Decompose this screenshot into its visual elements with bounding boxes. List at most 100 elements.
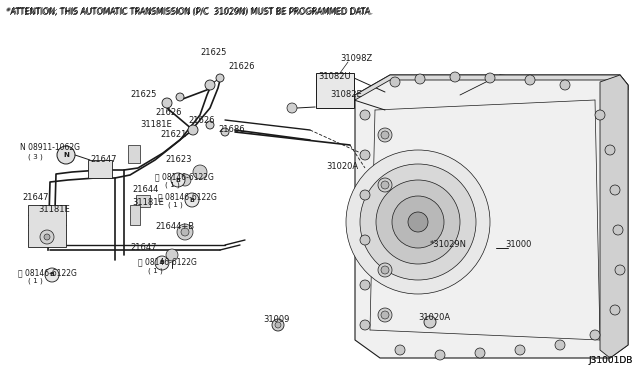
Text: B: B (159, 260, 164, 266)
Text: J31001DB: J31001DB (589, 356, 633, 365)
Circle shape (205, 80, 215, 90)
Text: 31082E: 31082E (330, 90, 362, 99)
Text: 21644+B: 21644+B (155, 222, 194, 231)
Text: *ATTENTION; THIS AUTOMATIC TRANSMISSION (P/C  31029N) MUST BE PROGRAMMED DATA.: *ATTENTION; THIS AUTOMATIC TRANSMISSION … (6, 8, 372, 17)
Circle shape (275, 322, 281, 328)
Text: Ⓑ 08146-6122G: Ⓑ 08146-6122G (158, 192, 217, 201)
Circle shape (360, 164, 476, 280)
Text: 31181E: 31181E (140, 120, 172, 129)
Circle shape (392, 196, 444, 248)
Text: 21647: 21647 (130, 243, 157, 252)
Circle shape (360, 110, 370, 120)
Circle shape (162, 98, 172, 108)
Text: 21625: 21625 (200, 48, 227, 57)
Circle shape (378, 178, 392, 192)
Circle shape (287, 103, 297, 113)
Circle shape (395, 345, 405, 355)
Circle shape (610, 185, 620, 195)
Text: 21625: 21625 (130, 90, 156, 99)
Circle shape (381, 131, 389, 139)
Circle shape (176, 93, 184, 101)
Circle shape (188, 125, 198, 135)
Circle shape (424, 316, 436, 328)
Text: 21621: 21621 (160, 130, 186, 139)
Circle shape (555, 340, 565, 350)
Circle shape (610, 305, 620, 315)
Circle shape (44, 234, 50, 240)
Text: 21647: 21647 (22, 193, 49, 202)
Text: ( 1 ): ( 1 ) (165, 182, 180, 189)
Text: 21647: 21647 (90, 155, 116, 164)
Circle shape (40, 230, 54, 244)
Circle shape (360, 190, 370, 200)
Polygon shape (355, 75, 628, 100)
Circle shape (177, 224, 193, 240)
Circle shape (166, 249, 178, 261)
Text: 31009: 31009 (263, 315, 289, 324)
Circle shape (181, 228, 189, 236)
Circle shape (435, 350, 445, 360)
Text: Ⓑ 08146-6122G: Ⓑ 08146-6122G (155, 172, 214, 181)
Circle shape (450, 72, 460, 82)
Circle shape (272, 319, 284, 331)
Bar (316, 73, 354, 108)
Circle shape (360, 280, 370, 290)
Circle shape (605, 145, 615, 155)
Text: 21623: 21623 (165, 155, 191, 164)
Circle shape (381, 311, 389, 319)
Circle shape (525, 75, 535, 85)
Text: B: B (49, 273, 54, 278)
Text: Ⓑ 08146-6122G: Ⓑ 08146-6122G (138, 257, 197, 266)
Circle shape (590, 330, 600, 340)
Circle shape (515, 345, 525, 355)
Text: ( 1 ): ( 1 ) (168, 202, 183, 208)
Circle shape (415, 74, 425, 84)
Circle shape (185, 193, 199, 207)
Circle shape (360, 320, 370, 330)
Circle shape (485, 73, 495, 83)
Circle shape (171, 173, 185, 187)
Circle shape (376, 180, 460, 264)
Circle shape (216, 74, 224, 82)
Circle shape (381, 266, 389, 274)
Text: 31098Z: 31098Z (340, 54, 372, 63)
Text: 21644: 21644 (132, 185, 158, 194)
Text: B: B (175, 177, 180, 183)
Polygon shape (355, 75, 628, 358)
Text: 31020A: 31020A (418, 313, 450, 322)
Circle shape (560, 80, 570, 90)
Bar (128, 145, 140, 163)
Circle shape (378, 263, 392, 277)
Circle shape (346, 150, 490, 294)
Circle shape (45, 268, 59, 282)
Circle shape (193, 165, 207, 179)
Circle shape (179, 174, 191, 186)
Text: Ⓑ 08146-6122G: Ⓑ 08146-6122G (18, 268, 77, 277)
Text: N 08911-1062G: N 08911-1062G (20, 143, 80, 152)
Text: ( 3 ): ( 3 ) (28, 153, 43, 160)
Text: *ATTENTION; THIS AUTOMATIC TRANSMISSION (P/C  31029N) MUST BE PROGRAMMED DATA.: *ATTENTION; THIS AUTOMATIC TRANSMISSION … (7, 7, 373, 16)
Circle shape (57, 146, 75, 164)
Text: 21626: 21626 (155, 108, 182, 117)
Text: 31020A: 31020A (326, 162, 358, 171)
Circle shape (390, 77, 400, 87)
Bar (136, 195, 150, 207)
Text: ( 1 ): ( 1 ) (148, 267, 163, 273)
Text: 31181E: 31181E (38, 205, 70, 214)
Text: 21626: 21626 (228, 62, 255, 71)
Bar (130, 205, 140, 225)
Circle shape (221, 128, 229, 136)
Circle shape (360, 235, 370, 245)
Text: N: N (63, 152, 69, 158)
Text: 21626: 21626 (188, 116, 214, 125)
Polygon shape (600, 75, 628, 358)
Text: *31029N: *31029N (430, 240, 467, 249)
Text: 31000: 31000 (505, 240, 531, 249)
Circle shape (613, 225, 623, 235)
Circle shape (475, 348, 485, 358)
Text: ( 1 ): ( 1 ) (28, 278, 43, 285)
Text: 31181E: 31181E (132, 198, 164, 207)
Bar (28, 205, 66, 247)
Circle shape (381, 181, 389, 189)
Circle shape (378, 128, 392, 142)
